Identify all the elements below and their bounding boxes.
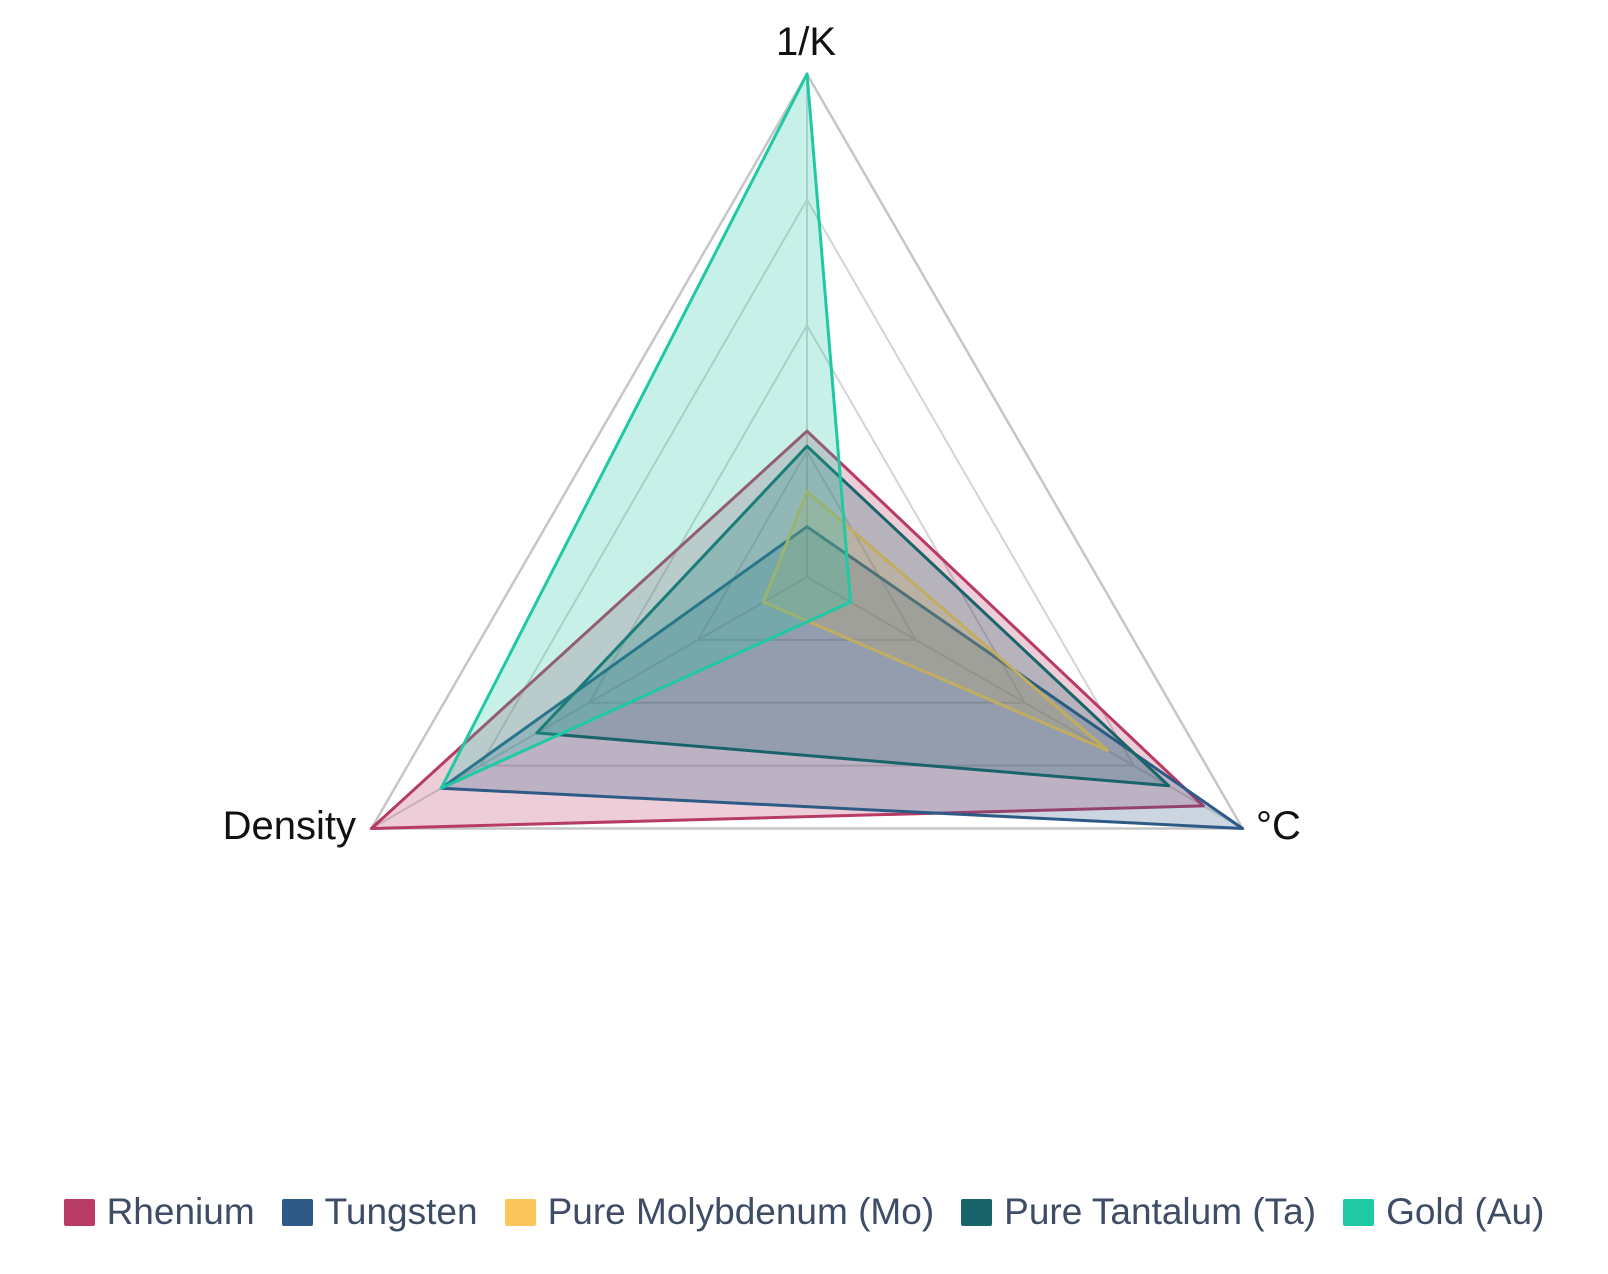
legend-label: Tungsten — [324, 1191, 478, 1232]
grid-ring-100 — [369, 71, 1245, 830]
legend-label: Pure Molybdenum (Mo) — [547, 1191, 935, 1232]
legend-swatch-icon — [1343, 1198, 1375, 1226]
axis-label-density: Density — [222, 804, 356, 848]
grid-ring-25 — [696, 449, 918, 641]
legend-label: Pure Tantalum (Ta) — [1004, 1191, 1317, 1232]
legend-swatch-icon — [504, 1198, 536, 1226]
radar-series — [369, 72, 1245, 830]
legend-swatch-icon — [281, 1198, 313, 1226]
legend-swatch-icon — [63, 1198, 95, 1226]
legend-item-pure-tantalum-ta[interactable]: Pure Tantalum (Ta) — [961, 1192, 1316, 1232]
series-polygon-pure-molybdenum-mo[interactable] — [761, 490, 1110, 752]
axis-label-degc: °C — [1256, 804, 1301, 848]
legend-item-pure-molybdenum-mo[interactable]: Pure Molybdenum (Mo) — [504, 1191, 935, 1232]
series-polygon-pure-tantalum-ta[interactable] — [535, 444, 1171, 788]
legend-swatch-icon — [961, 1198, 993, 1226]
legend-item-rhenium[interactable]: Rhenium — [63, 1191, 255, 1232]
grid-ring-50 — [587, 323, 1027, 704]
radar-grid — [369, 71, 1245, 830]
legend-item-tungsten[interactable]: Tungsten — [281, 1191, 478, 1232]
legend-item-gold-au[interactable]: Gold (Au) — [1343, 1192, 1544, 1232]
legend: Rhenium Tungsten Pure Molybdenum (Mo) Pure … — [0, 1190, 1608, 1234]
legend-label: Gold (Au) — [1386, 1191, 1545, 1232]
axis-label-1k: 1/K — [775, 20, 837, 64]
legend-label: Rhenium — [106, 1191, 255, 1232]
grid-ring-75 — [478, 197, 1136, 767]
series-polygon-gold-au[interactable] — [439, 72, 853, 790]
